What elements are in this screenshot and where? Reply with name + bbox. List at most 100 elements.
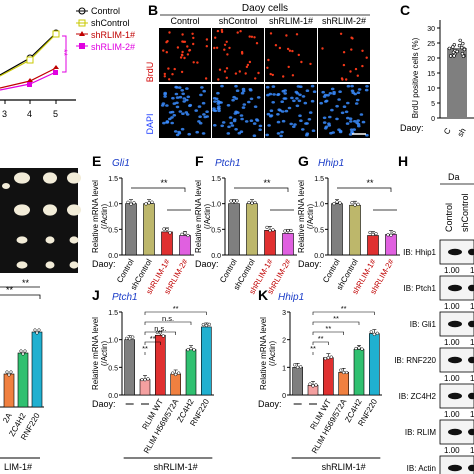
dapi-nucleus <box>185 98 189 102</box>
data-point <box>192 348 196 352</box>
brdu-nucleus <box>214 36 217 39</box>
panel-c-point <box>452 43 456 47</box>
significance-label: n.s. <box>154 324 166 333</box>
dapi-nucleus <box>198 121 203 125</box>
dapi-nucleus <box>249 97 254 101</box>
brdu-nucleus <box>192 42 195 46</box>
bar <box>161 231 173 256</box>
dapi-nucleus <box>170 110 175 114</box>
dapi-nucleus <box>256 96 261 99</box>
dapi-nucleus <box>175 133 180 137</box>
blot-band <box>448 284 462 292</box>
y-tick-label: 1.0 <box>211 202 221 209</box>
dapi-nucleus <box>202 113 206 116</box>
blot-quant-value: 1.00 <box>444 338 460 347</box>
dapi-nucleus <box>249 88 253 92</box>
dapi-nucleus <box>221 121 226 124</box>
dapi-nucleus <box>213 109 218 113</box>
blot-band <box>448 464 462 472</box>
dapi-nucleus <box>249 119 254 122</box>
data-point <box>140 377 144 382</box>
blot-label: IB: Ptch1 <box>404 284 437 293</box>
dapi-nucleus <box>322 116 327 120</box>
dapi-nucleus <box>355 98 360 102</box>
dapi-nucleus <box>284 109 289 113</box>
dapi-nucleus <box>172 102 177 105</box>
data-point <box>268 228 272 233</box>
y-axis-sublabel: (/Actin) <box>100 341 109 367</box>
y-tick-label: 0.5 <box>211 227 221 234</box>
dapi-nucleus <box>344 110 349 114</box>
blot-label: IB: Gli1 <box>410 320 437 329</box>
blot-quant-value: 1.00 <box>444 302 460 311</box>
dapi-nucleus <box>255 119 260 122</box>
data-point <box>180 232 184 236</box>
brdu-nucleus <box>180 70 184 74</box>
dapi-nucleus <box>229 121 233 125</box>
brdu-nucleus <box>295 33 299 36</box>
dapi-nucleus <box>365 85 369 88</box>
brdu-nucleus <box>271 73 274 77</box>
blot-band <box>448 392 462 400</box>
brdu-nucleus <box>248 35 251 38</box>
dapi-nucleus <box>244 120 249 123</box>
dapi-nucleus <box>247 100 251 104</box>
y-axis-label: Relative mRNA level <box>259 317 268 390</box>
dapi-nucleus <box>200 86 204 89</box>
y-tick-label: 1.0 <box>108 202 118 209</box>
data-point <box>323 356 327 361</box>
dapi-nucleus <box>175 101 179 105</box>
dapi-nucleus <box>240 117 244 121</box>
panel-k-bar-chart: K Hhip1 Relative mRNA level (/Actin) 0 1 2 3 Dao… <box>258 287 382 472</box>
data-point <box>146 377 150 381</box>
blot-band <box>448 320 462 328</box>
dapi-nucleus <box>348 133 353 136</box>
dapi-nucleus <box>170 116 174 119</box>
data-point <box>299 365 303 369</box>
brdu-nucleus <box>228 46 231 50</box>
data-point <box>338 201 342 205</box>
dapi-nucleus <box>220 84 224 88</box>
panel-b-title: Daoy cells <box>242 3 288 14</box>
dapi-nucleus <box>353 120 357 123</box>
dapi-nucleus <box>252 134 257 137</box>
dapi-nucleus <box>293 123 297 126</box>
dapi-nucleus <box>216 91 220 95</box>
data-point <box>350 201 354 205</box>
brdu-nucleus <box>186 53 190 56</box>
dapi-nucleus <box>271 101 276 104</box>
brdu-nucleus <box>248 60 252 64</box>
significance-label: ** <box>160 178 168 188</box>
bar <box>282 233 294 256</box>
data-point <box>389 233 393 237</box>
dapi-nucleus <box>346 116 350 120</box>
dapi-nucleus <box>237 131 242 135</box>
dapi-nucleus <box>348 117 353 120</box>
brdu-nucleus <box>236 31 239 34</box>
dapi-nucleus <box>186 95 191 99</box>
brdu-nucleus <box>188 48 192 52</box>
brdu-nucleus <box>181 33 184 36</box>
brdu-nucleus <box>176 46 180 49</box>
brdu-nucleus <box>266 66 269 70</box>
brdu-nucleus <box>245 65 249 69</box>
panel-g-bar-chart: G Hhip1 Relative mRNA level (/Actin) 0.0 0.5 1… <box>297 153 400 296</box>
dapi-nucleus <box>240 91 245 95</box>
dapi-nucleus <box>198 115 202 118</box>
panel-a-tick-5: 5 <box>53 109 58 119</box>
data-point <box>354 346 358 351</box>
dapi-nucleus <box>311 129 316 132</box>
dapi-nucleus <box>355 121 359 125</box>
bar <box>143 203 155 256</box>
brdu-nucleus <box>171 73 174 76</box>
dapi-nucleus <box>356 91 361 94</box>
data-point <box>314 383 318 387</box>
dapi-nucleus <box>301 128 305 131</box>
panel-c-brdu-chart: C BrdU positive cells (%) 0 5 10 15 20 25 30 D… <box>400 2 474 138</box>
panel-b-col-shrlim2: shRLIM-2# <box>322 16 366 26</box>
significance-label: ** <box>173 304 179 313</box>
dapi-nucleus <box>232 119 237 123</box>
blot-quant-value: 1.00 <box>444 374 460 383</box>
y-tick-label: 1 <box>282 365 286 372</box>
blot-label: IB: RLIM <box>405 428 436 437</box>
